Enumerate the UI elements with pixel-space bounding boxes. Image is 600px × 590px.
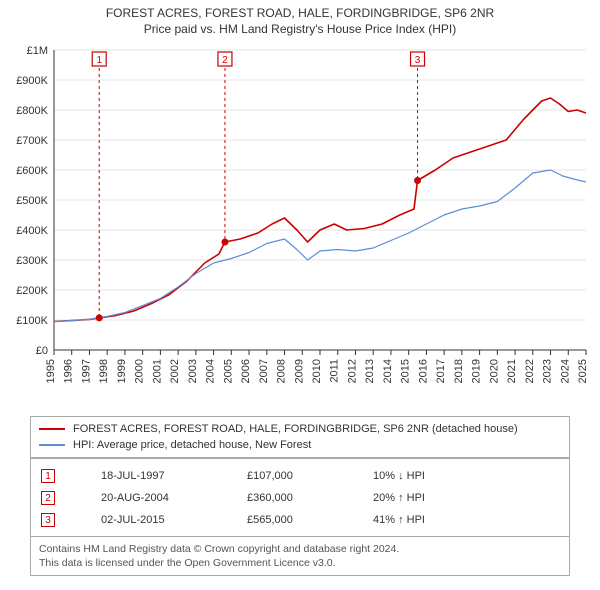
sale-marker-2: 2 (41, 491, 55, 505)
title-line1: FOREST ACRES, FOREST ROAD, HALE, FORDING… (0, 6, 600, 20)
attribution-line1: Contains HM Land Registry data © Crown c… (39, 542, 561, 556)
svg-text:£700K: £700K (16, 135, 48, 147)
svg-text:2002: 2002 (169, 359, 181, 383)
sale-price-1: £107,000 (247, 470, 327, 482)
svg-text:2011: 2011 (329, 359, 341, 383)
svg-text:£900K: £900K (16, 75, 48, 87)
sale-marker-2-num: 2 (45, 493, 51, 504)
svg-text:£300K: £300K (16, 255, 48, 267)
title-line2: Price paid vs. HM Land Registry's House … (0, 22, 600, 36)
svg-text:2010: 2010 (311, 359, 323, 383)
svg-text:£100K: £100K (16, 315, 48, 327)
svg-text:2000: 2000 (134, 359, 146, 383)
chart: £0 £100K £200K £300K £400K £500K £600K £700K £80… (0, 40, 600, 410)
legend-swatch-hpi (39, 444, 65, 446)
sale-marker-1: 1 (41, 469, 55, 483)
svg-text:2019: 2019 (471, 359, 483, 383)
svg-text:2: 2 (222, 55, 228, 66)
sale-diff-3: 41% ↑ HPI (373, 514, 473, 526)
svg-text:2012: 2012 (346, 359, 358, 383)
svg-text:2009: 2009 (293, 359, 305, 383)
attribution: Contains HM Land Registry data © Crown c… (30, 536, 570, 576)
chart-svg: £0 £100K £200K £300K £400K £500K £600K £700K £80… (0, 40, 600, 410)
svg-text:2022: 2022 (524, 359, 536, 383)
svg-text:£600K: £600K (16, 165, 48, 177)
svg-text:1998: 1998 (98, 359, 110, 383)
legend-swatch-property (39, 428, 65, 430)
svg-text:2007: 2007 (258, 359, 270, 383)
sale-price-3: £565,000 (247, 514, 327, 526)
legend-row-property: FOREST ACRES, FOREST ROAD, HALE, FORDING… (39, 421, 561, 437)
svg-text:1: 1 (96, 55, 102, 66)
svg-text:£0: £0 (36, 345, 48, 357)
svg-text:1995: 1995 (45, 359, 57, 383)
title-area: FOREST ACRES, FOREST ROAD, HALE, FORDING… (0, 0, 600, 36)
legend-label-hpi: HPI: Average price, detached house, New … (73, 439, 311, 451)
sale-row-1: 1 18-JUL-1997 £107,000 10% ↓ HPI (41, 465, 559, 487)
svg-text:2014: 2014 (382, 359, 394, 383)
svg-text:£800K: £800K (16, 105, 48, 117)
svg-text:2004: 2004 (205, 359, 217, 383)
svg-text:£1M: £1M (27, 45, 48, 57)
svg-text:3: 3 (415, 55, 421, 66)
svg-text:2003: 2003 (187, 359, 199, 383)
svg-text:2005: 2005 (222, 359, 234, 383)
svg-text:1997: 1997 (80, 359, 92, 383)
svg-text:2018: 2018 (453, 359, 465, 383)
sale-marker-3-num: 3 (45, 515, 51, 526)
svg-text:2001: 2001 (151, 359, 163, 383)
svg-text:2024: 2024 (559, 359, 571, 383)
svg-text:2021: 2021 (506, 359, 518, 383)
svg-text:2013: 2013 (364, 359, 376, 383)
svg-text:£200K: £200K (16, 285, 48, 297)
sale-date-3: 02-JUL-2015 (101, 514, 201, 526)
svg-text:2008: 2008 (276, 359, 288, 383)
legend-row-hpi: HPI: Average price, detached house, New … (39, 437, 561, 453)
attribution-line2: This data is licensed under the Open Gov… (39, 556, 561, 570)
sale-price-2: £360,000 (247, 492, 327, 504)
sale-row-2: 2 20-AUG-2004 £360,000 20% ↑ HPI (41, 487, 559, 509)
svg-text:2015: 2015 (400, 359, 412, 383)
svg-text:2025: 2025 (577, 359, 589, 383)
svg-text:2020: 2020 (488, 359, 500, 383)
sale-diff-2: 20% ↑ HPI (373, 492, 473, 504)
svg-text:2006: 2006 (240, 359, 252, 383)
svg-text:1999: 1999 (116, 359, 128, 383)
sale-row-3: 3 02-JUL-2015 £565,000 41% ↑ HPI (41, 509, 559, 531)
svg-text:2016: 2016 (417, 359, 429, 383)
legend: FOREST ACRES, FOREST ROAD, HALE, FORDING… (30, 416, 570, 458)
svg-text:£500K: £500K (16, 195, 48, 207)
svg-text:2023: 2023 (542, 359, 554, 383)
chart-container: FOREST ACRES, FOREST ROAD, HALE, FORDING… (0, 0, 600, 590)
sale-marker-3: 3 (41, 513, 55, 527)
sale-date-2: 20-AUG-2004 (101, 492, 201, 504)
sale-diff-1: 10% ↓ HPI (373, 470, 473, 482)
svg-text:£400K: £400K (16, 225, 48, 237)
sale-marker-1-num: 1 (45, 471, 51, 482)
sales-table: 1 18-JUL-1997 £107,000 10% ↓ HPI 2 20-AU… (30, 458, 570, 538)
svg-text:2017: 2017 (435, 359, 447, 383)
sale-date-1: 18-JUL-1997 (101, 470, 201, 482)
svg-text:1996: 1996 (63, 359, 75, 383)
legend-label-property: FOREST ACRES, FOREST ROAD, HALE, FORDING… (73, 423, 518, 435)
